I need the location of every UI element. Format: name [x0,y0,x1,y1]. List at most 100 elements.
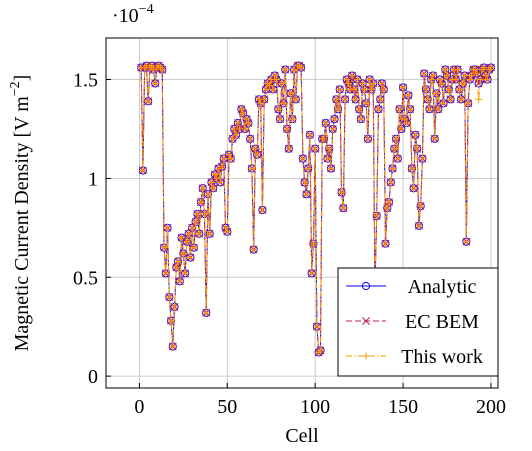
marker [401,115,409,123]
marker [290,66,298,74]
x-tick-label: 200 [476,396,506,418]
marker [362,352,370,360]
marker [202,309,210,317]
marker [461,71,469,80]
marker [251,145,260,153]
marker [418,155,427,163]
marker [395,105,404,113]
marker [383,204,391,212]
marker [209,184,217,192]
marker [297,64,305,72]
marker [394,155,402,163]
marker [459,79,467,88]
marker [286,89,295,97]
marker [225,151,233,159]
marker [169,342,177,351]
marker [316,346,325,355]
marker [193,210,202,218]
marker [474,79,483,88]
marker [415,222,423,230]
marker [466,75,474,84]
marker [352,95,360,103]
marker [281,66,289,74]
marker [185,230,193,238]
marker [487,64,495,72]
marker [172,263,180,271]
marker [329,125,337,133]
marker [406,105,414,113]
marker [404,91,412,99]
marker [392,135,400,143]
marker [464,99,472,107]
marker [482,71,490,80]
marker [385,198,393,206]
marker [359,79,367,88]
marker [417,202,425,210]
marker [262,85,270,94]
marker [246,135,254,143]
marker [343,75,351,84]
marker [411,131,419,139]
marker [239,109,247,117]
marker [139,166,147,175]
marker [320,135,328,143]
y-multiplier: ·10−4 [112,2,154,27]
legend-label: EC BEM [405,311,479,333]
marker [269,85,277,94]
series [137,62,495,357]
marker [369,79,377,88]
marker [480,64,488,72]
marker [446,95,455,103]
marker [204,190,212,198]
marker [218,162,226,171]
marker [339,204,347,212]
marker [221,224,230,232]
marker [344,79,353,88]
y-tick-label: 1 [88,168,98,190]
marker [170,303,179,311]
marker [309,240,318,248]
marker [427,75,435,84]
marker [388,164,397,173]
y-tick-label: 1.5 [73,70,98,92]
marker [410,184,418,192]
marker [302,190,310,198]
y-label-text: Magnetic Current Density [V m [11,96,33,352]
marker [390,145,398,153]
marker [304,164,312,173]
marker [308,269,316,277]
marker [311,145,319,153]
marker [244,119,252,127]
marker [190,244,198,252]
marker [260,95,268,103]
legend-label: Analytic [408,276,477,298]
marker [462,238,470,246]
marker [436,75,444,84]
marker [361,281,371,291]
marker [353,75,361,84]
marker [373,212,381,220]
marker [432,89,441,97]
marker [360,85,369,94]
marker [301,178,309,186]
marker [438,79,446,88]
marker [258,206,267,214]
marker [413,145,421,153]
marker [160,244,168,252]
marker [232,131,240,139]
marker [327,164,335,173]
y-label-end: ] [11,75,33,82]
marker [220,155,228,163]
marker [399,83,407,92]
marker [283,125,291,133]
marker [366,75,374,84]
marker [216,178,224,186]
marker [223,228,231,236]
marker [402,119,411,127]
marker [228,135,237,143]
marker [313,323,321,331]
y-label-exponent: −2 [8,81,23,96]
marker [348,71,356,80]
multiplier-exponent: −4 [139,2,154,17]
marker [176,277,184,285]
